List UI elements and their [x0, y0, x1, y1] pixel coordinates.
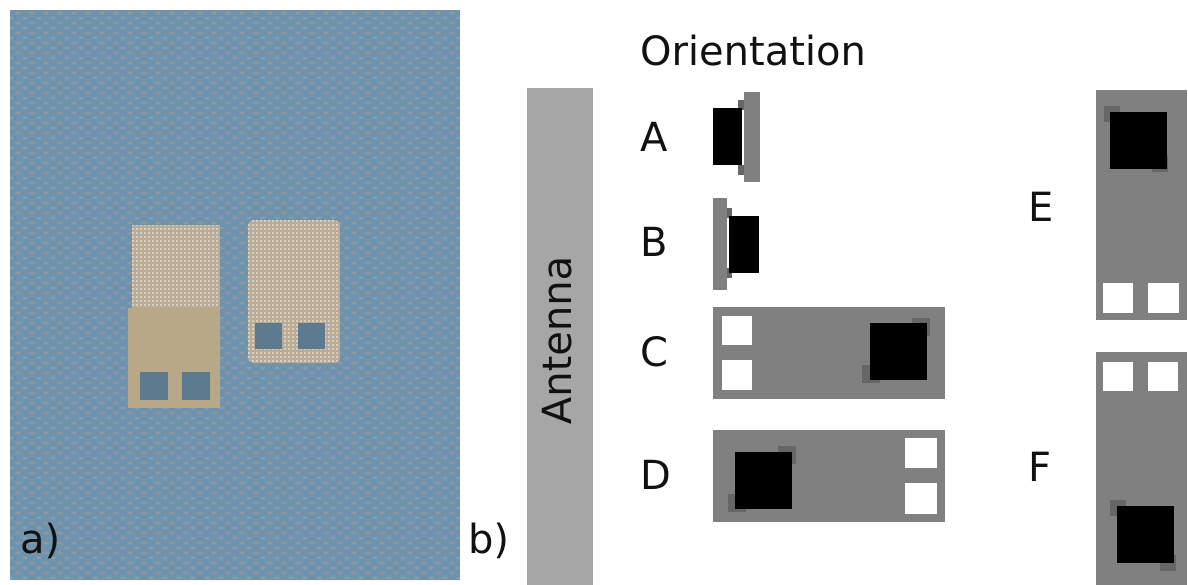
tag-hole: [182, 372, 210, 400]
panel-label: b): [468, 517, 509, 563]
orientation-label: B: [640, 220, 667, 266]
orientation-label: F: [1028, 445, 1051, 491]
shape: [735, 452, 792, 509]
orientation-label: C: [640, 330, 668, 376]
tag-hole: [255, 323, 282, 349]
figure: a) b) Orientation Antenna A B C D E F: [0, 0, 1188, 585]
orientation-label: D: [640, 453, 671, 499]
shape: [722, 360, 752, 390]
shape: [722, 316, 752, 345]
tag-a: [713, 92, 760, 182]
tag-top: [132, 225, 220, 310]
shape: [1110, 112, 1167, 169]
shape: [905, 483, 937, 514]
tag-e: [1096, 90, 1187, 320]
shape: [905, 438, 937, 468]
page: a) b) Orientation Antenna A B C D E F: [0, 0, 1188, 585]
photo-background: [10, 10, 460, 580]
shape: [1148, 283, 1179, 313]
shape: [1117, 506, 1174, 563]
tag-d: [713, 430, 945, 522]
tag-hole: [140, 372, 168, 400]
title: Orientation: [640, 29, 866, 75]
tag-hole: [298, 323, 325, 349]
shape: [1103, 362, 1133, 391]
shape: [1148, 362, 1178, 391]
antenna-label: Antenna: [535, 256, 581, 424]
tag-b: [713, 198, 759, 290]
tag-f: [1096, 352, 1187, 585]
tag-c: [713, 307, 945, 399]
orientation-label: A: [640, 115, 668, 161]
shape: [870, 323, 927, 380]
photo: a): [10, 10, 460, 580]
shape: [713, 108, 742, 165]
panel-label: a): [20, 517, 60, 563]
shape: [713, 198, 727, 290]
shape: [1103, 283, 1133, 313]
shape: [729, 216, 759, 273]
shape: [744, 92, 760, 182]
orientation-label: E: [1028, 185, 1053, 231]
